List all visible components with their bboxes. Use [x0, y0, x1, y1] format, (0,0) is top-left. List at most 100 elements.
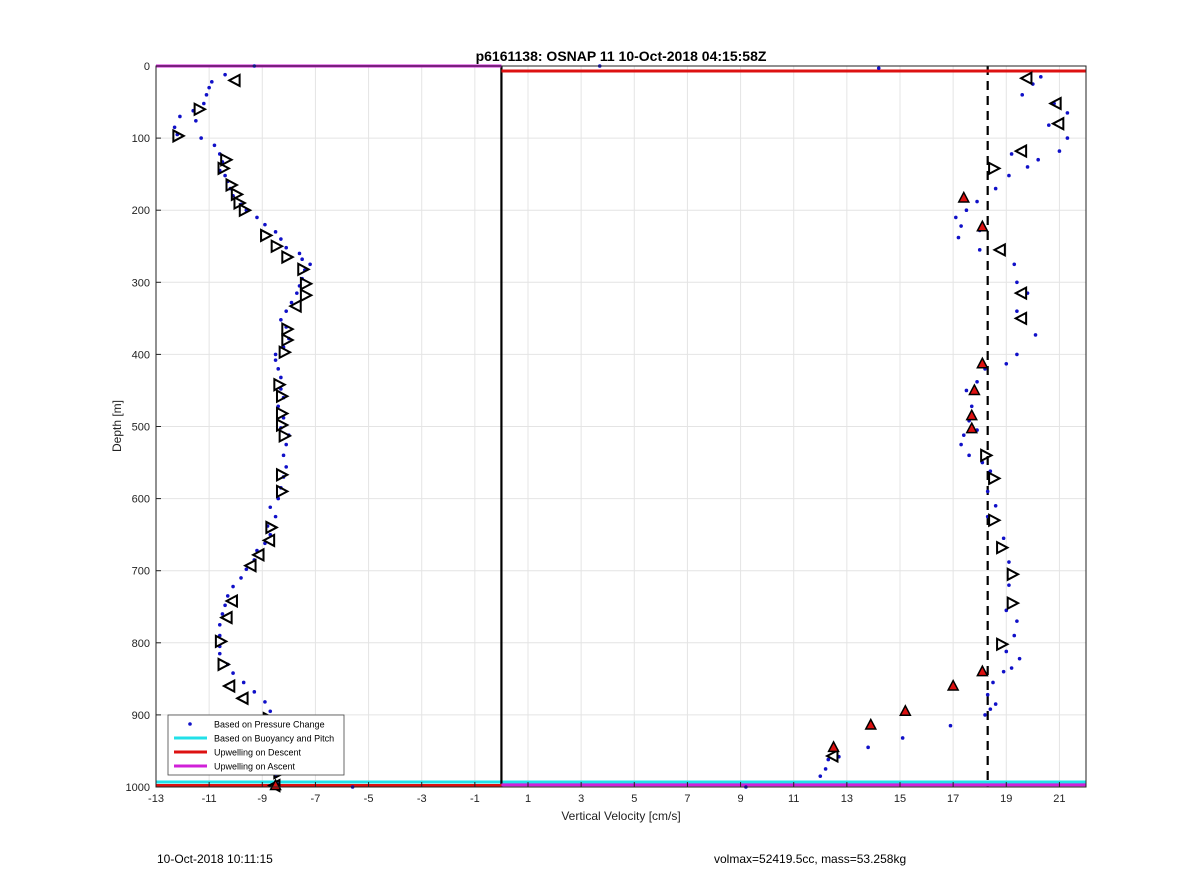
x-tick-label: -7 — [311, 793, 321, 805]
triangle-marker — [288, 298, 302, 314]
pressure-data-point — [207, 85, 211, 90]
triangle-marker — [221, 678, 236, 694]
pressure-data-point — [900, 736, 905, 740]
axis-ticks: -13 -11 -9 -7 -5 -3 -1 1 3 5 7 9 11 13 15 17 19 210100200… — [126, 61, 1066, 805]
pressure-data-point — [1020, 93, 1025, 97]
triangle-marker — [270, 239, 285, 254]
x-tick-label: 19 — [1000, 793, 1012, 805]
pressure-data-point — [1004, 649, 1009, 654]
y-tick-label: 300 — [132, 277, 150, 289]
pressure-data-point — [263, 222, 267, 227]
triangle-marker — [230, 187, 245, 202]
pressure-data-point — [231, 584, 235, 589]
triangle-marker — [214, 634, 229, 649]
pressure-data-point — [1015, 352, 1019, 357]
pressure-data-point — [1004, 361, 1009, 366]
triangle-marker — [1013, 143, 1028, 159]
y-axis-label: Depth [m] — [110, 400, 124, 452]
triangle-marker — [988, 161, 1002, 176]
pressure-data-point — [276, 367, 281, 371]
triangle-marker — [992, 242, 1006, 258]
pressure-data-point — [223, 72, 227, 77]
pressure-data-point — [223, 173, 227, 178]
pressure-data-point — [1009, 666, 1014, 670]
pressure-data-point — [284, 465, 289, 469]
filled-triangle-marker — [957, 190, 971, 203]
triangle-marker — [275, 389, 290, 404]
pressure-data-point — [1025, 165, 1030, 169]
pressure-data-point — [826, 757, 831, 762]
x-tick-label: -11 — [202, 793, 217, 805]
filled-triangle-marker — [827, 740, 840, 753]
x-tick-label: -5 — [364, 793, 374, 805]
pressure-data-point — [1007, 560, 1011, 564]
pressure-data-point — [1015, 309, 1019, 313]
pressure-data-point — [199, 136, 203, 140]
pressure-data-point — [985, 489, 990, 494]
triangle-marker — [227, 73, 241, 88]
x-tick-label: -13 — [148, 793, 164, 805]
triangle-marker — [275, 406, 290, 421]
pressure-data-point — [818, 774, 823, 778]
y-tick-label: 500 — [132, 422, 150, 434]
triangle-marker — [243, 558, 257, 573]
pressure-data-point — [991, 680, 995, 685]
pressure-data-point — [1057, 149, 1062, 153]
filled-triangle-marker — [976, 664, 989, 677]
pressure-data-point — [967, 453, 971, 458]
triangle-marker — [1006, 567, 1021, 582]
footer-timestamp: 10-Oct-2018 10:11:15 — [157, 852, 273, 866]
legend-entry-ascent: Upwelling on Ascent — [214, 762, 296, 772]
filled-triangle-marker — [968, 383, 981, 396]
y-tick-label: 800 — [132, 638, 150, 650]
x-tick-label: 21 — [1053, 793, 1065, 805]
triangle-marker — [260, 228, 274, 243]
filled-triangle-marker — [899, 704, 912, 717]
pressure-data-point — [223, 603, 227, 608]
pressure-data-point — [948, 723, 953, 728]
filled-triangle-marker — [976, 219, 989, 232]
pressure-data-point — [300, 257, 304, 262]
pressure-data-point — [263, 700, 267, 704]
pressure-data-point — [210, 80, 214, 84]
triangle-marker — [261, 533, 276, 548]
triangle-marker — [996, 540, 1010, 555]
y-tick-label: 400 — [132, 349, 150, 361]
legend-entry-pressure: Based on Pressure Change — [214, 720, 325, 730]
legend-entry-buoyancy: Based on Buoyancy and Pitch — [214, 734, 334, 744]
x-tick-label: 7 — [684, 793, 690, 805]
y-tick-label: 100 — [132, 133, 150, 145]
y-tick-label: 700 — [132, 566, 150, 578]
pressure-data-point — [969, 404, 974, 409]
triangle-marker — [1013, 311, 1028, 326]
x-tick-label: 17 — [947, 793, 959, 805]
pressure-data-point — [308, 262, 312, 267]
x-tick-label: 3 — [578, 793, 584, 805]
pressure-data-point — [985, 692, 990, 697]
y-tick-label: 200 — [132, 205, 150, 217]
pressure-data-point — [988, 707, 993, 711]
triangle-marker — [217, 657, 232, 672]
filled-triangle-marker — [946, 678, 960, 691]
pressure-data-point — [289, 300, 294, 305]
legend-entry-descent: Upwelling on Descent — [214, 748, 302, 758]
legend: Based on Pressure Change Based on Buoyan… — [167, 714, 345, 776]
y-tick-label: 1000 — [126, 782, 150, 794]
pressure-data-point — [178, 114, 182, 119]
pressure-data-point — [1015, 280, 1019, 285]
pressure-data-point — [252, 690, 257, 694]
pressure-data-point — [1017, 656, 1022, 661]
x-tick-label: -1 — [470, 793, 480, 805]
footer-vehicle-params: volmax=52419.5cc, mass=53.258kg — [714, 852, 907, 866]
plot-area — [156, 64, 1086, 793]
pressure-data-point — [1012, 633, 1017, 638]
x-tick-label: -9 — [257, 793, 267, 805]
pressure-data-point — [172, 125, 177, 130]
pressure-data-point — [241, 680, 246, 685]
triangle-marker — [278, 345, 293, 360]
pressure-data-point — [279, 237, 283, 241]
x-tick-label: 15 — [894, 793, 906, 805]
triangle-marker — [1048, 96, 1062, 111]
pressure-data-point — [212, 143, 217, 148]
